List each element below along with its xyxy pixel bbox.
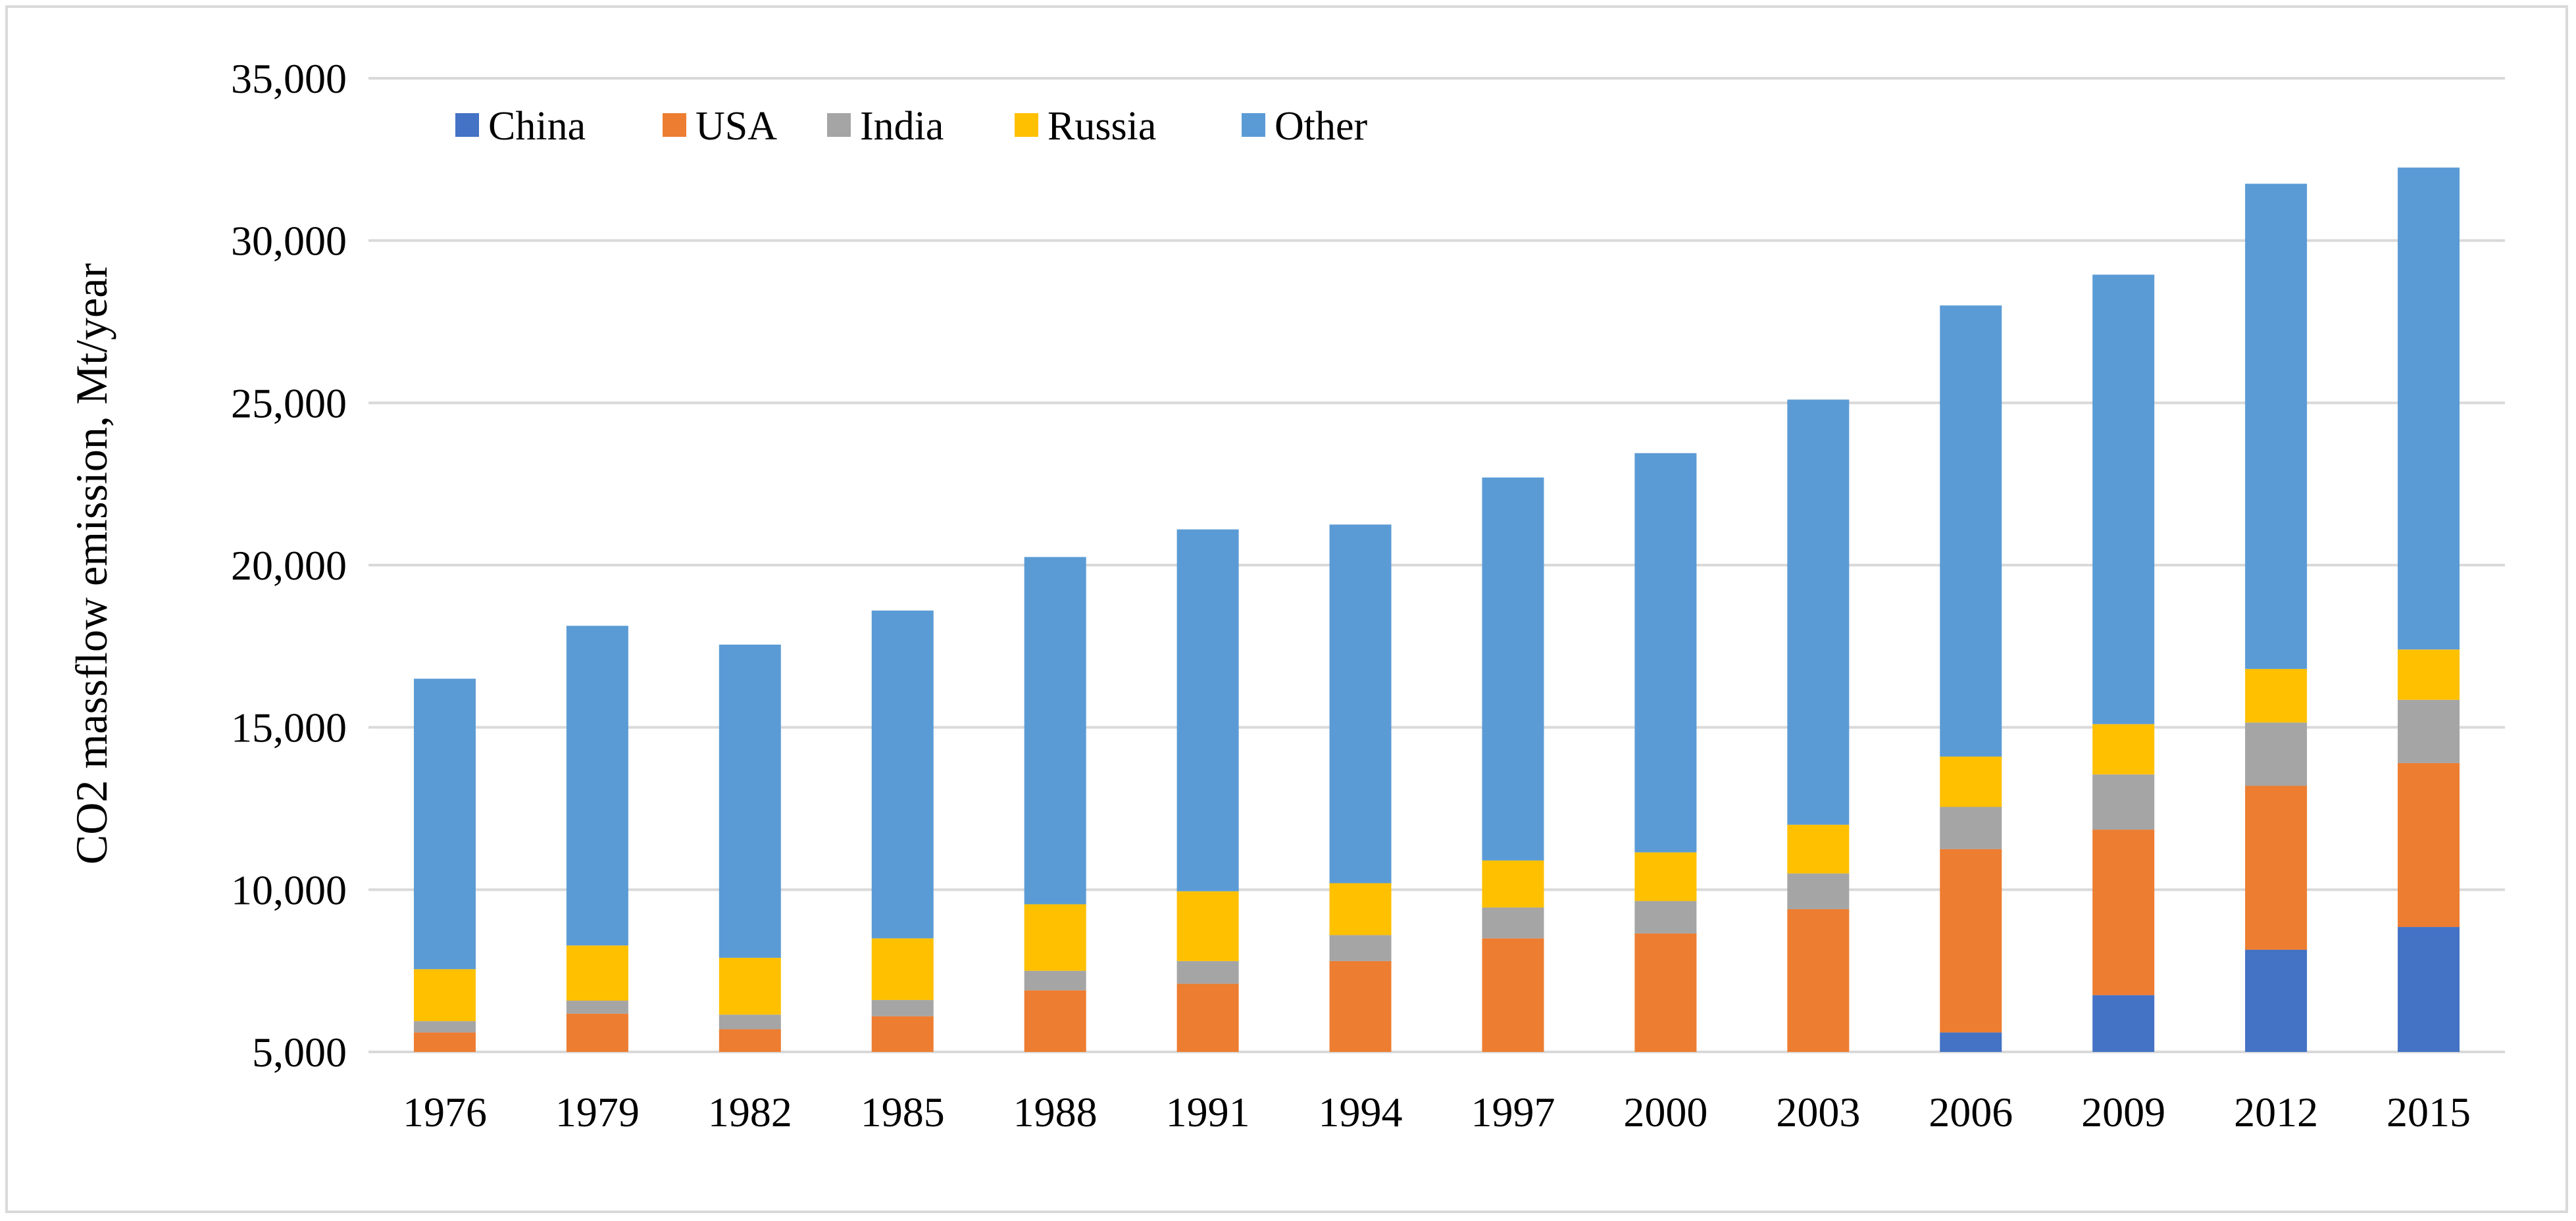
x-tick-label-2006: 2006 <box>1929 1089 2013 1135</box>
bar-other-2000 <box>1634 453 1697 853</box>
bar-china-2006 <box>1940 1032 2002 1052</box>
x-tick-label-2003: 2003 <box>1776 1089 1860 1135</box>
bar-india-1997 <box>1482 907 1544 939</box>
bar-russia-1979 <box>566 945 628 1001</box>
bar-russia-1991 <box>1176 891 1239 961</box>
bar-other-1976 <box>413 678 476 970</box>
x-tick-label-2012: 2012 <box>2234 1089 2318 1135</box>
bar-china-2015 <box>2398 927 2460 1052</box>
bar-other-2015 <box>2398 167 2460 650</box>
bar-russia-2000 <box>1634 852 1697 901</box>
y-tick-label: 30,000 <box>231 218 347 264</box>
bar-russia-1988 <box>1024 904 1086 971</box>
bar-india-2006 <box>1940 807 2002 849</box>
bar-usa-2012 <box>2245 785 2308 950</box>
bar-usa-1985 <box>871 1016 934 1052</box>
y-tick-label: 35,000 <box>231 55 347 102</box>
bar-usa-1979 <box>566 1013 628 1052</box>
bar-india-1979 <box>566 1001 628 1014</box>
bar-russia-2012 <box>2245 668 2308 723</box>
x-tick-label-1979: 1979 <box>555 1089 640 1135</box>
bar-usa-1991 <box>1176 984 1239 1052</box>
bar-india-2015 <box>2398 699 2460 763</box>
legend-label-india: India <box>860 104 944 149</box>
x-tick-label-2000: 2000 <box>1623 1089 1707 1135</box>
chart-frame: 5,000 10,000 15,000 20,000 25,000 30,000 35,00… <box>5 5 2568 1213</box>
bar-usa-1982 <box>719 1029 781 1052</box>
legend-swatch-china <box>455 113 479 137</box>
x-tick-label-2015: 2015 <box>2387 1089 2471 1135</box>
x-tick-label-1997: 1997 <box>1471 1089 1555 1135</box>
legend-label-other: Other <box>1275 104 1368 149</box>
y-tick-label: 15,000 <box>231 705 347 751</box>
bar-other-2009 <box>2092 274 2155 724</box>
bar-india-1994 <box>1329 935 1392 961</box>
bar-india-1976 <box>413 1021 476 1033</box>
bars <box>413 167 2460 1052</box>
x-tick-label-1985: 1985 <box>861 1089 945 1135</box>
bar-china-2012 <box>2245 949 2308 1052</box>
legend: China USA India Russia Other <box>455 104 1368 149</box>
bar-india-1982 <box>719 1014 781 1030</box>
x-tick-label-1982: 1982 <box>708 1089 792 1135</box>
y-axis-ticks: 5,000 10,000 15,000 20,000 25,000 30,000 35,00… <box>231 55 347 1076</box>
bar-russia-2006 <box>1940 757 2002 807</box>
bar-usa-1997 <box>1482 938 1544 1052</box>
bar-india-2000 <box>1634 901 1697 934</box>
bar-india-2009 <box>2092 774 2155 830</box>
bar-other-1994 <box>1329 524 1392 884</box>
bar-other-1997 <box>1482 477 1544 860</box>
bar-other-1991 <box>1176 529 1239 891</box>
bar-other-1985 <box>871 610 934 939</box>
bar-russia-2015 <box>2398 649 2460 700</box>
bar-russia-2003 <box>1787 824 1850 874</box>
x-tick-label-1988: 1988 <box>1013 1089 1098 1135</box>
x-tick-label-1976: 1976 <box>403 1089 487 1135</box>
bar-other-1988 <box>1024 557 1086 905</box>
legend-swatch-other <box>1242 113 1265 137</box>
y-tick-label: 10,000 <box>231 866 347 913</box>
bar-india-1988 <box>1024 970 1086 991</box>
bar-russia-1976 <box>413 969 476 1022</box>
bar-usa-1994 <box>1329 960 1392 1052</box>
bar-russia-1997 <box>1482 860 1544 908</box>
x-tick-label-2009: 2009 <box>2081 1089 2165 1135</box>
bar-other-2003 <box>1787 399 1850 825</box>
bar-usa-2015 <box>2398 762 2460 928</box>
y-tick-label: 20,000 <box>231 542 347 589</box>
legend-label-china: China <box>488 104 586 149</box>
bar-usa-1976 <box>413 1032 476 1052</box>
legend-label-russia: Russia <box>1048 104 1156 149</box>
legend-swatch-usa <box>663 113 686 137</box>
legend-label-usa: USA <box>695 104 777 149</box>
bar-india-1985 <box>871 1000 934 1016</box>
bar-usa-2000 <box>1634 933 1697 1052</box>
legend-swatch-russia <box>1015 113 1038 137</box>
bar-china-2009 <box>2092 995 2155 1052</box>
stacked-bar-chart: 5,000 10,000 15,000 20,000 25,000 30,000 35,00… <box>66 55 2505 1135</box>
bar-russia-1985 <box>871 938 934 1001</box>
bar-usa-2006 <box>1940 849 2002 1033</box>
bar-other-1982 <box>719 644 781 958</box>
legend-swatch-india <box>827 113 851 137</box>
y-tick-label: 5,000 <box>252 1029 347 1076</box>
bar-usa-1988 <box>1024 990 1086 1052</box>
bar-russia-1994 <box>1329 883 1392 935</box>
x-axis-ticks: 1976 1979 1982 1985 1988 1991 1994 1997 2000 2003… <box>403 1089 2471 1135</box>
bar-india-1991 <box>1176 960 1239 984</box>
bar-india-2003 <box>1787 873 1850 909</box>
x-tick-label-1994: 1994 <box>1319 1089 1403 1135</box>
y-axis-title: CO2 massflow emission, Mt/year <box>66 263 116 865</box>
x-tick-label-1991: 1991 <box>1166 1089 1250 1135</box>
bar-usa-2009 <box>2092 830 2155 995</box>
gridlines <box>368 77 2505 1053</box>
bar-other-1979 <box>566 626 628 946</box>
bar-russia-1982 <box>719 957 781 1015</box>
bar-other-2006 <box>1940 305 2002 757</box>
bar-other-2012 <box>2245 184 2308 669</box>
bar-india-2012 <box>2245 722 2308 786</box>
bar-usa-2003 <box>1787 909 1850 1052</box>
y-tick-label: 25,000 <box>231 380 347 426</box>
bar-russia-2009 <box>2092 724 2155 775</box>
